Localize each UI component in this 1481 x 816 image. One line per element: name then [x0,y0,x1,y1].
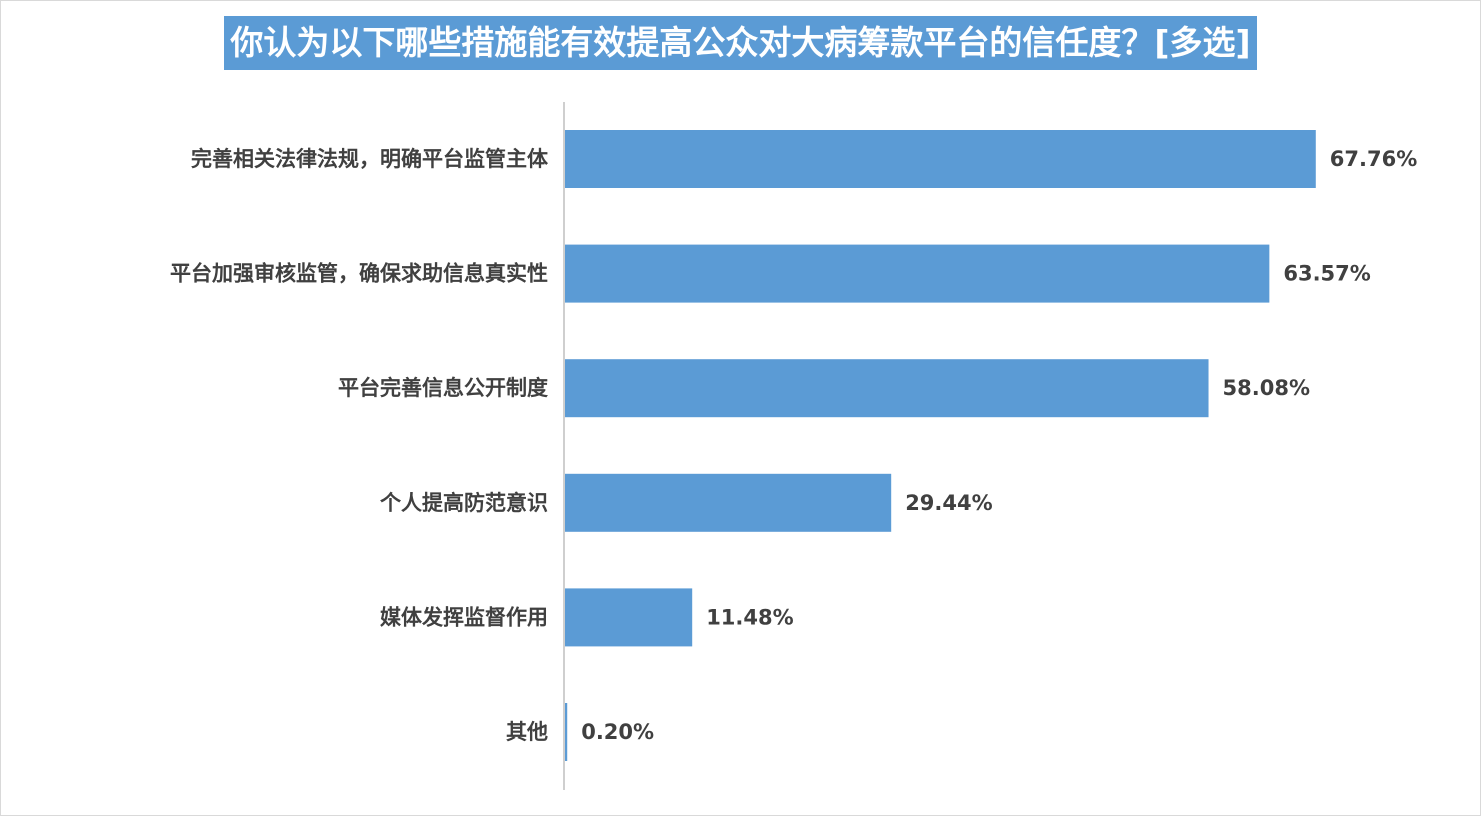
bar [565,588,693,647]
category-label: 平台加强审核监管，确保求助信息真实性 [170,262,548,286]
bar [565,703,568,761]
category-label: 个人提高防范意识 [380,491,548,515]
category-labels-group: 完善相关法律法规，明确平台监管主体平台加强审核监管，确保求助信息真实性平台完善信… [170,147,549,744]
value-label: 0.20% [581,720,654,744]
bar [565,130,1316,188]
category-label: 其他 [506,720,548,744]
bars-group [565,130,1316,761]
value-label: 11.48% [706,605,793,629]
value-label: 29.44% [905,491,992,515]
bar [565,473,892,532]
category-label: 媒体发挥监督作用 [380,605,548,629]
title-wrap: 你认为以下哪些措施能有效提高公众对大病筹款平台的信任度？[多选] [0,16,1481,70]
value-label: 63.57% [1283,262,1370,286]
bar [565,244,1270,303]
value-label: 58.08% [1223,376,1310,400]
bar [565,359,1209,418]
chart-title: 你认为以下哪些措施能有效提高公众对大病筹款平台的信任度？[多选] [224,16,1257,70]
category-label: 完善相关法律法规，明确平台监管主体 [191,147,549,171]
value-labels-group: 67.76% 63.57% 58.08% 29.44% 11.48% 0.20% [581,147,1417,744]
category-label: 平台完善信息公开制度 [338,376,548,400]
value-label: 67.76% [1330,147,1417,171]
